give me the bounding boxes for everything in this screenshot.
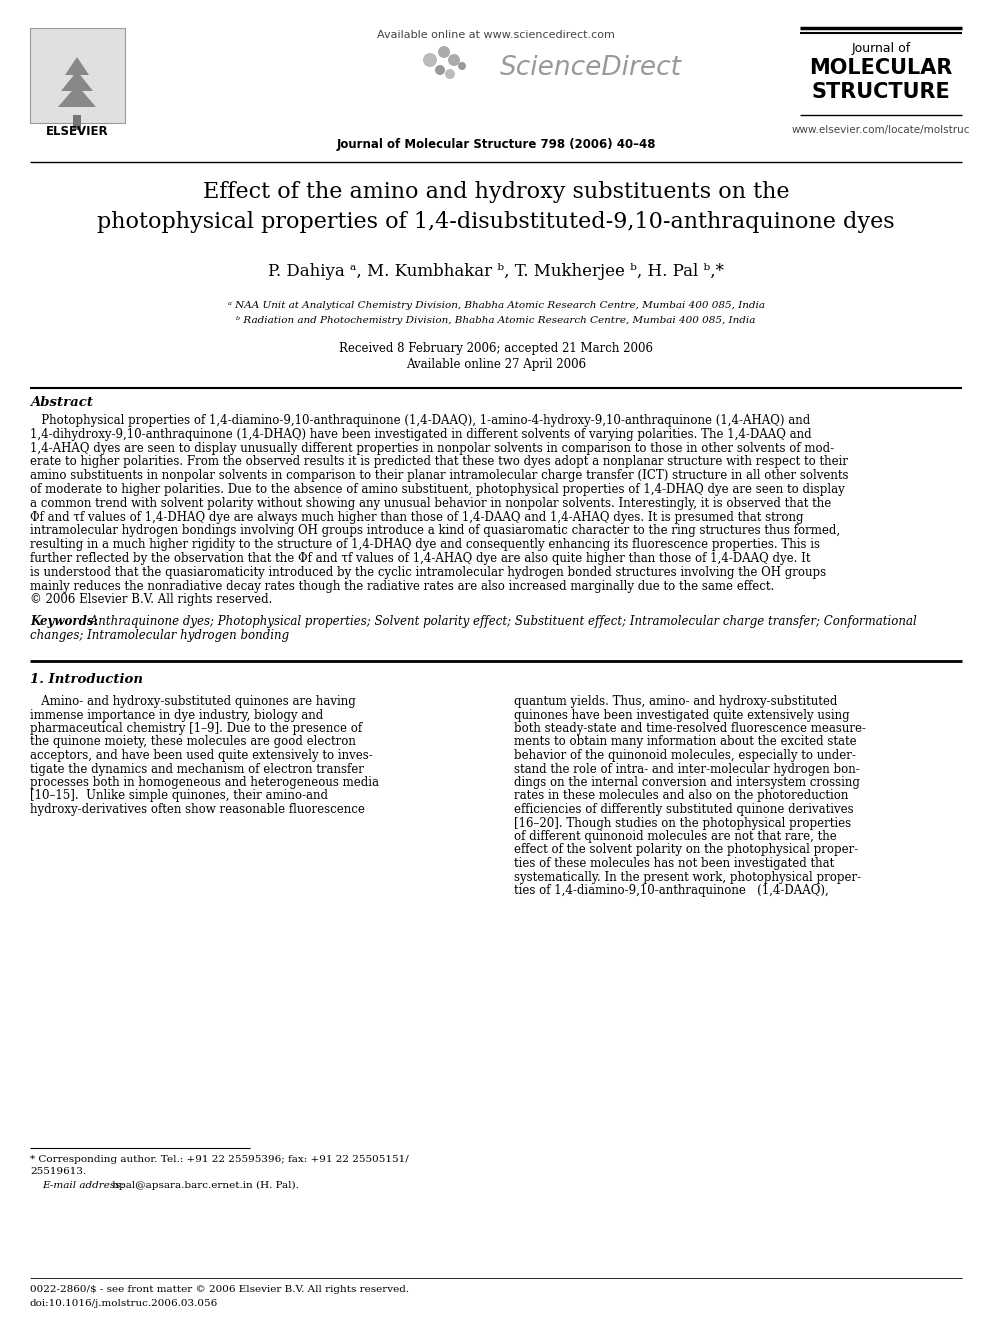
Circle shape <box>438 46 450 58</box>
Text: amino substituents in nonpolar solvents in comparison to their planar intramolec: amino substituents in nonpolar solvents … <box>30 470 848 482</box>
Text: effect of the solvent polarity on the photophysical proper-: effect of the solvent polarity on the ph… <box>514 844 858 856</box>
Text: © 2006 Elsevier B.V. All rights reserved.: © 2006 Elsevier B.V. All rights reserved… <box>30 594 273 606</box>
Text: STRUCTURE: STRUCTURE <box>811 82 950 102</box>
Text: erate to higher polarities. From the observed results it is predicted that these: erate to higher polarities. From the obs… <box>30 455 848 468</box>
Text: hydroxy-derivatives often show reasonable fluorescence: hydroxy-derivatives often show reasonabl… <box>30 803 365 816</box>
Text: Amino- and hydroxy-substituted quinones are having: Amino- and hydroxy-substituted quinones … <box>30 695 356 708</box>
Bar <box>73 115 81 130</box>
Polygon shape <box>61 71 93 91</box>
Text: Journal of: Journal of <box>851 42 911 56</box>
Text: changes; Intramolecular hydrogen bonding: changes; Intramolecular hydrogen bonding <box>30 628 289 642</box>
Text: processes both in homogeneous and heterogeneous media: processes both in homogeneous and hetero… <box>30 777 379 789</box>
Polygon shape <box>65 57 89 75</box>
Text: acceptors, and have been used quite extensively to inves-: acceptors, and have been used quite exte… <box>30 749 373 762</box>
Circle shape <box>423 53 437 67</box>
Text: Anthraquinone dyes; Photophysical properties; Solvent polarity effect; Substitue: Anthraquinone dyes; Photophysical proper… <box>86 615 917 628</box>
Text: of different quinonoid molecules are not that rare, the: of different quinonoid molecules are not… <box>514 830 836 843</box>
Text: E-mail address:: E-mail address: <box>42 1181 124 1189</box>
Text: ments to obtain many information about the excited state: ments to obtain many information about t… <box>514 736 857 749</box>
Text: both steady-state and time-resolved fluorescence measure-: both steady-state and time-resolved fluo… <box>514 722 866 736</box>
Circle shape <box>458 62 466 70</box>
Text: doi:10.1016/j.molstruc.2006.03.056: doi:10.1016/j.molstruc.2006.03.056 <box>30 1299 218 1308</box>
Text: pharmaceutical chemistry [1–9]. Due to the presence of: pharmaceutical chemistry [1–9]. Due to t… <box>30 722 362 736</box>
Text: is understood that the quasiaromaticity introduced by the cyclic intramolecular : is understood that the quasiaromaticity … <box>30 566 826 578</box>
Text: ScienceDirect: ScienceDirect <box>500 56 682 81</box>
Bar <box>30 28 125 123</box>
Text: Available online at www.sciencedirect.com: Available online at www.sciencedirect.co… <box>377 30 615 40</box>
Text: ELSEVIER: ELSEVIER <box>46 124 108 138</box>
Text: MOLECULAR: MOLECULAR <box>809 58 952 78</box>
Text: further reflected by the observation that the Φf and τf values of 1,4-AHAQ dye a: further reflected by the observation tha… <box>30 552 810 565</box>
Text: ties of 1,4-diamino-9,10-anthraquinone   (1,4-DAAQ),: ties of 1,4-diamino-9,10-anthraquinone (… <box>514 884 828 897</box>
Text: P. Dahiya ᵃ, M. Kumbhakar ᵇ, T. Mukherjee ᵇ, H. Pal ᵇ,*: P. Dahiya ᵃ, M. Kumbhakar ᵇ, T. Mukherje… <box>268 263 724 280</box>
Text: [10–15].  Unlike simple quinones, their amino-and: [10–15]. Unlike simple quinones, their a… <box>30 790 328 803</box>
Text: photophysical properties of 1,4-disubstituted-9,10-anthraquinone dyes: photophysical properties of 1,4-disubsti… <box>97 210 895 233</box>
Text: 1,4-dihydroxy-9,10-anthraquinone (1,4-DHAQ) have been investigated in different : 1,4-dihydroxy-9,10-anthraquinone (1,4-DH… <box>30 427 811 441</box>
Text: ᵃ NAA Unit at Analytical Chemistry Division, Bhabha Atomic Research Centre, Mumb: ᵃ NAA Unit at Analytical Chemistry Divis… <box>227 302 765 310</box>
Text: * Corresponding author. Tel.: +91 22 25595396; fax: +91 22 25505151/: * Corresponding author. Tel.: +91 22 255… <box>30 1155 409 1164</box>
Text: of moderate to higher polarities. Due to the absence of amino substituent, photo: of moderate to higher polarities. Due to… <box>30 483 845 496</box>
Text: Effect of the amino and hydroxy substituents on the: Effect of the amino and hydroxy substitu… <box>202 181 790 202</box>
Text: 1,4-AHAQ dyes are seen to display unusually different properties in nonpolar sol: 1,4-AHAQ dyes are seen to display unusua… <box>30 442 834 455</box>
Text: Keywords:: Keywords: <box>30 615 98 628</box>
Text: quantum yields. Thus, amino- and hydroxy-substituted: quantum yields. Thus, amino- and hydroxy… <box>514 695 837 708</box>
Text: Journal of Molecular Structure 798 (2006) 40–48: Journal of Molecular Structure 798 (2006… <box>336 138 656 151</box>
Text: a common trend with solvent polarity without showing any unusual behavior in non: a common trend with solvent polarity wit… <box>30 497 831 509</box>
Text: resulting in a much higher rigidity to the structure of 1,4-DHAQ dye and consequ: resulting in a much higher rigidity to t… <box>30 538 820 552</box>
Text: hpal@apsara.barc.ernet.in (H. Pal).: hpal@apsara.barc.ernet.in (H. Pal). <box>109 1181 299 1189</box>
Text: dings on the internal conversion and intersystem crossing: dings on the internal conversion and int… <box>514 777 860 789</box>
Text: behavior of the quinonoid molecules, especially to under-: behavior of the quinonoid molecules, esp… <box>514 749 856 762</box>
Text: rates in these molecules and also on the photoreduction: rates in these molecules and also on the… <box>514 790 848 803</box>
Text: Φf and τf values of 1,4-DHAQ dye are always much higher than those of 1,4-DAAQ a: Φf and τf values of 1,4-DHAQ dye are alw… <box>30 511 804 524</box>
Text: the quinone moiety, these molecules are good electron: the quinone moiety, these molecules are … <box>30 736 356 749</box>
Text: ᵇ Radiation and Photochemistry Division, Bhabha Atomic Research Centre, Mumbai 4: ᵇ Radiation and Photochemistry Division,… <box>236 316 756 325</box>
Text: intramolecular hydrogen bondings involving OH groups introduce a kind of quasiar: intramolecular hydrogen bondings involvi… <box>30 524 840 537</box>
Text: Available online 27 April 2006: Available online 27 April 2006 <box>406 359 586 370</box>
Text: 25519613.: 25519613. <box>30 1167 86 1176</box>
Text: immense importance in dye industry, biology and: immense importance in dye industry, biol… <box>30 709 323 721</box>
Text: 0022-2860/$ - see front matter © 2006 Elsevier B.V. All rights reserved.: 0022-2860/$ - see front matter © 2006 El… <box>30 1285 409 1294</box>
Text: systematically. In the present work, photophysical proper-: systematically. In the present work, pho… <box>514 871 861 884</box>
Text: mainly reduces the nonradiative decay rates though the radiative rates are also : mainly reduces the nonradiative decay ra… <box>30 579 774 593</box>
Text: www.elsevier.com/locate/molstruc: www.elsevier.com/locate/molstruc <box>792 124 970 135</box>
Circle shape <box>448 54 460 66</box>
Polygon shape <box>58 85 96 107</box>
Text: efficiencies of differently substituted quinone derivatives: efficiencies of differently substituted … <box>514 803 854 816</box>
Text: tigate the dynamics and mechanism of electron transfer: tigate the dynamics and mechanism of ele… <box>30 762 364 775</box>
Text: Photophysical properties of 1,4-diamino-9,10-anthraquinone (1,4-DAAQ), 1-amino-4: Photophysical properties of 1,4-diamino-… <box>30 414 810 427</box>
Text: Abstract: Abstract <box>30 396 93 409</box>
Text: quinones have been investigated quite extensively using: quinones have been investigated quite ex… <box>514 709 849 721</box>
Text: Received 8 February 2006; accepted 21 March 2006: Received 8 February 2006; accepted 21 Ma… <box>339 343 653 355</box>
Text: [16–20]. Though studies on the photophysical properties: [16–20]. Though studies on the photophys… <box>514 816 851 830</box>
Circle shape <box>435 65 445 75</box>
Text: stand the role of intra- and inter-molecular hydrogen bon-: stand the role of intra- and inter-molec… <box>514 762 860 775</box>
Text: ties of these molecules has not been investigated that: ties of these molecules has not been inv… <box>514 857 834 871</box>
Circle shape <box>445 69 455 79</box>
Text: 1. Introduction: 1. Introduction <box>30 673 143 687</box>
